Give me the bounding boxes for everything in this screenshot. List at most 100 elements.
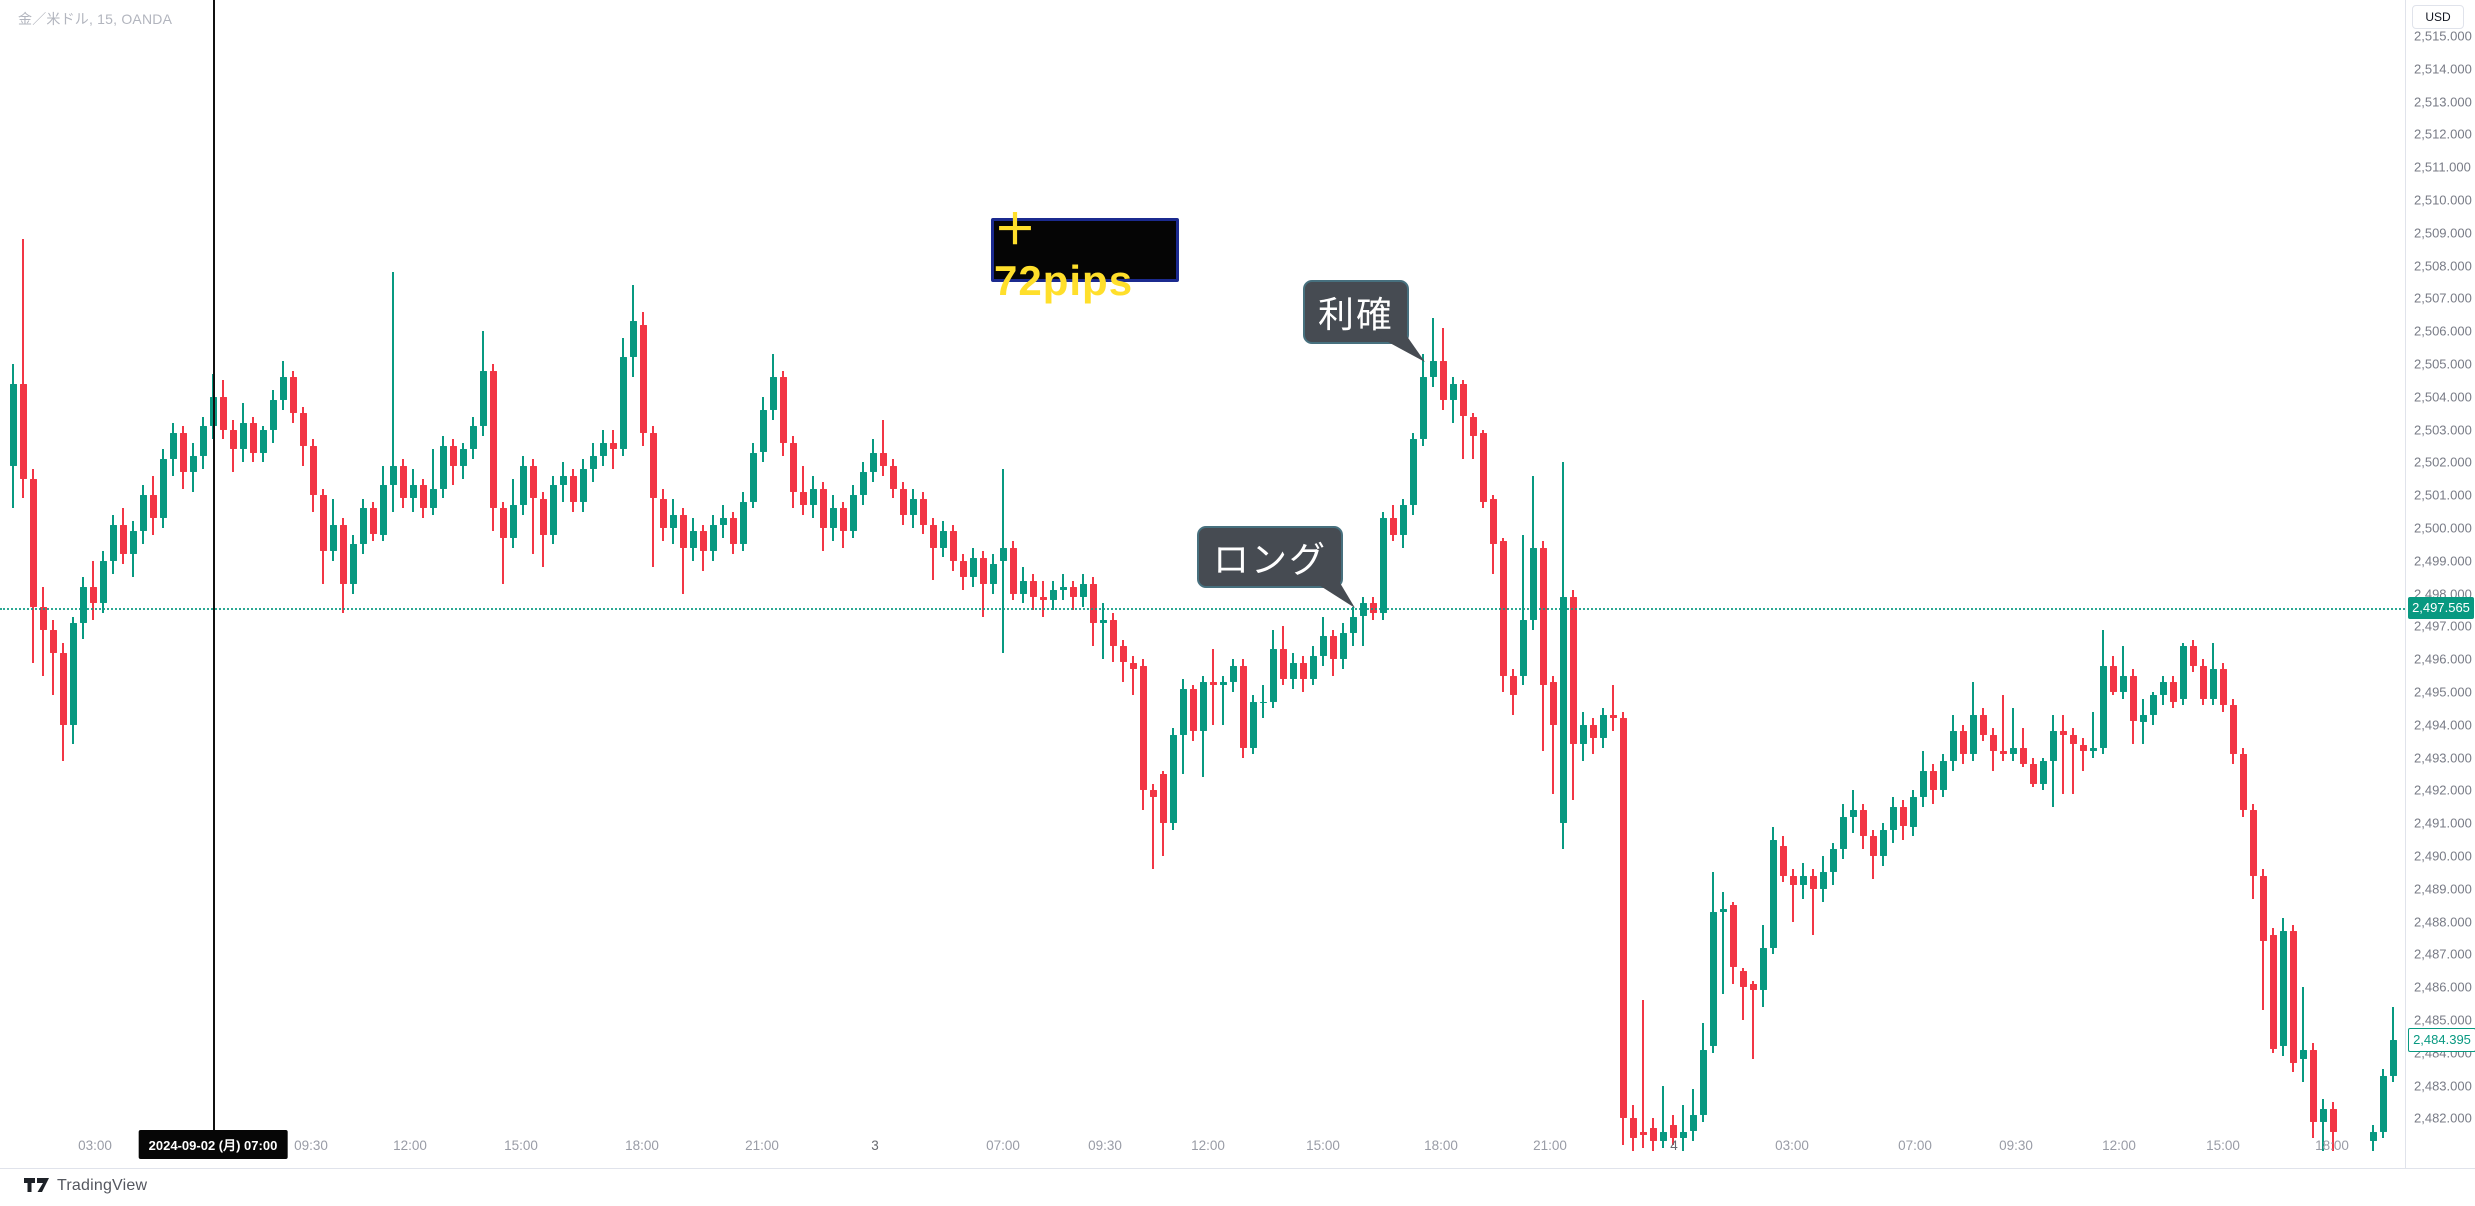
candle [1569, 596, 1577, 745]
candle [1149, 790, 1157, 797]
time-tick: 07:00 [986, 1138, 1020, 1153]
order-price-line[interactable] [0, 607, 2405, 610]
candle [1859, 810, 1867, 837]
price-tick: 2,501.000 [2414, 487, 2472, 503]
candle-wick [1812, 869, 1814, 935]
price-axis[interactable]: USD 2,515.000 2,514.000 2,513.000 2,512.000… [2405, 0, 2475, 1168]
candle [319, 495, 327, 551]
candle-wick [502, 501, 504, 584]
candle [1009, 547, 1017, 594]
candle [849, 495, 857, 532]
candle-wick [1792, 869, 1794, 922]
result-pips-text: ＋72pips [994, 205, 1134, 304]
candle [749, 452, 757, 502]
candle [1179, 688, 1187, 735]
candle [2259, 875, 2267, 942]
candle [509, 505, 517, 538]
result-pips-label[interactable]: ＋72pips [991, 206, 1179, 304]
candle-wick [1472, 413, 1474, 460]
candle [239, 423, 247, 450]
candle [2319, 1108, 2327, 1122]
candle [2019, 747, 2027, 765]
long-entry-callout[interactable]: ロング [1197, 526, 1355, 608]
candle [2269, 934, 2277, 1050]
candle [569, 475, 577, 502]
candle [579, 469, 587, 502]
candle [1689, 1115, 1697, 1132]
time-tick: 18:00 [1424, 1138, 1458, 1153]
candle [2009, 747, 2017, 755]
candle [1889, 806, 1897, 830]
price-tick: 2,515.000 [2414, 28, 2472, 44]
candle [2199, 665, 2207, 699]
candle [29, 478, 37, 607]
candle-wick [802, 465, 804, 515]
candle [629, 321, 637, 358]
price-tick: 2,482.000 [2414, 1110, 2472, 1126]
candle-wick [1642, 1000, 1644, 1148]
candle [399, 465, 407, 499]
candle-wick [1062, 573, 1064, 601]
time-tick: 12:00 [2102, 1138, 2136, 1153]
candle [619, 357, 627, 450]
candle-wick [882, 419, 884, 476]
candle-wick [42, 587, 44, 676]
candle [1209, 682, 1217, 686]
candle [489, 370, 497, 509]
candle [769, 377, 777, 410]
candle-wick [1552, 675, 1554, 794]
candle [2369, 1131, 2377, 1142]
chart-pane[interactable] [0, 0, 2405, 1168]
candle [2029, 764, 2037, 784]
candle [1479, 432, 1487, 502]
candle [1749, 983, 1757, 991]
candle [329, 524, 337, 551]
candle [1739, 970, 1747, 988]
candle [1869, 836, 1877, 856]
candle [1779, 846, 1787, 876]
candle [409, 485, 417, 499]
candle [1939, 760, 1947, 791]
price-tick: 2,497.000 [2414, 618, 2472, 634]
candle-wick [1212, 649, 1214, 725]
candle [2299, 1049, 2307, 1060]
candle [179, 432, 187, 473]
candle [1249, 701, 1257, 748]
tradingview-logo[interactable]: TradingView [24, 1177, 147, 1195]
candle [599, 442, 607, 456]
price-tick: 2,510.000 [2414, 192, 2472, 208]
candle [69, 623, 77, 725]
footer-bar: TradingView [0, 1169, 2475, 1206]
candle [2289, 931, 2297, 1063]
candle [759, 409, 767, 453]
candle [2329, 1108, 2337, 1132]
time-tick: 18:00 [625, 1138, 659, 1153]
symbol-title[interactable]: 金／米ドル, 15, OANDA [18, 11, 173, 27]
candle [1419, 377, 1427, 440]
candle [1329, 636, 1337, 660]
tradingview-logo-text: TradingView [57, 1177, 148, 1194]
candle-wick [2322, 1098, 2324, 1152]
time-tick: 03:00 [78, 1138, 112, 1153]
candle [969, 557, 977, 578]
take-profit-callout[interactable]: 利確 [1303, 280, 1425, 362]
time-tick: 15:00 [1306, 1138, 1340, 1153]
candle [269, 400, 277, 430]
candle [1489, 498, 1497, 545]
candle [1269, 649, 1277, 702]
candle [659, 498, 667, 528]
candle [219, 396, 227, 430]
candle-wick [1742, 967, 1744, 1020]
candle-wick [1452, 377, 1454, 423]
candle [2039, 760, 2047, 784]
candle [2109, 665, 2117, 692]
currency-toggle-button[interactable]: USD [2412, 5, 2464, 29]
candle [469, 426, 477, 450]
candle [709, 524, 717, 551]
candle-wick [392, 272, 394, 512]
candle [739, 501, 747, 545]
candle [1969, 715, 1977, 755]
candle [1069, 587, 1077, 597]
candle [2239, 754, 2247, 811]
candle [699, 531, 707, 551]
